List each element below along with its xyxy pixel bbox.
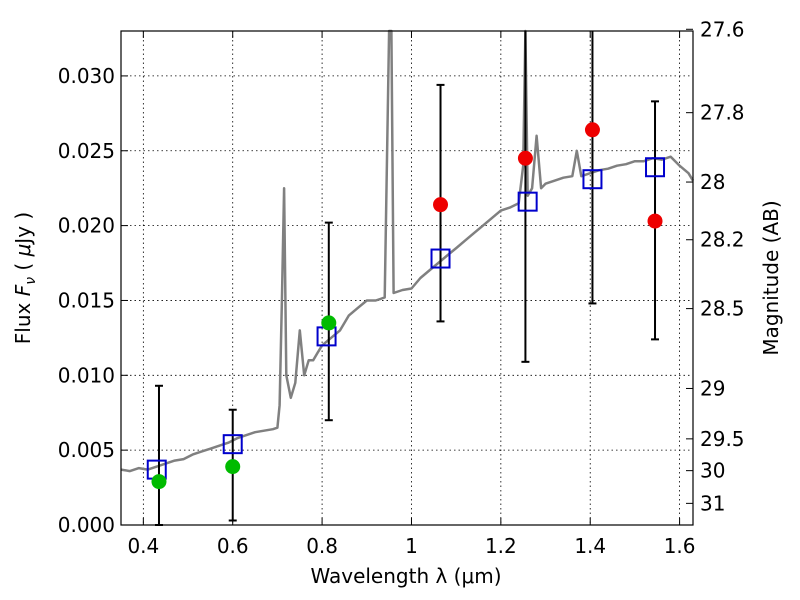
- model-spectrum-line: [120, 29, 695, 473]
- observed-limit-point: [433, 197, 449, 213]
- plot-frame: [120, 30, 694, 526]
- y-tick-label: 0.015: [58, 288, 115, 312]
- x-tick-label: 1.4: [574, 534, 606, 558]
- x-tick-label: 1.6: [664, 534, 696, 558]
- y-axis-label: Flux Fν ( μJy ): [11, 212, 39, 344]
- y-axis-label-pre: Flux: [11, 296, 35, 344]
- x-tick-label: 1: [405, 534, 418, 558]
- y-tick-label: 0.025: [58, 139, 115, 163]
- observed-detected-point: [151, 474, 167, 490]
- error-bars: [154, 31, 660, 526]
- magnitude-axis-label: Magnitude (AB): [759, 200, 783, 355]
- y-tick-label: 0.020: [58, 214, 115, 238]
- observed-limit-point: [584, 122, 600, 138]
- magnitude-tick-label: 28: [700, 170, 725, 194]
- magnitude-tick-label: 29.5: [700, 427, 745, 451]
- x-tick-label: 0.6: [217, 534, 249, 558]
- y-tick-label: 0.010: [58, 363, 115, 387]
- x-tick-label: 1.2: [485, 534, 517, 558]
- model-photometry-point: [645, 157, 666, 178]
- y-axis-label-post: Jy ): [11, 212, 35, 246]
- y-axis-label-sub: ν: [23, 277, 39, 285]
- y-tick-label: 0.030: [58, 64, 115, 88]
- x-tick-label: 0.4: [127, 534, 159, 558]
- axis-ticks: 0.4 0.6 0.8 1 1.2 1.4 1.6 0.000 0.005 0.010 0.015 0…: [58, 17, 745, 558]
- magnitude-tick-label: 27.8: [700, 101, 745, 125]
- magnitude-tick-label: 30: [700, 459, 725, 483]
- x-tick-label: 0.8: [306, 534, 338, 558]
- magnitude-tick-label: 29: [700, 376, 725, 400]
- model-spectrum: [120, 29, 695, 473]
- magnitude-tick-label: 28.2: [700, 228, 745, 252]
- model-photometry-point: [517, 191, 538, 212]
- magnitude-tick-label: 27.6: [700, 17, 745, 41]
- y-tick-label: 0.000: [58, 513, 115, 537]
- model-photometry-point: [222, 434, 243, 455]
- observed-detected-point: [321, 315, 337, 331]
- y-axis-label-symbol: F: [11, 284, 35, 296]
- observed-detected-point: [225, 459, 241, 475]
- observed-limit-point: [647, 213, 663, 229]
- magnitude-tick-label: 28.5: [700, 297, 745, 321]
- observed-limit-point: [517, 150, 533, 166]
- magnitude-tick-label: 31: [700, 491, 725, 515]
- y-tick-label: 0.005: [58, 438, 115, 462]
- y-axis-label-mid: (: [11, 256, 35, 277]
- x-axis-label: Wavelength λ (μm): [310, 564, 501, 588]
- model-photometry-point: [430, 248, 451, 269]
- model-photometry-point: [582, 169, 603, 190]
- y-axis-label-mu: μ: [11, 244, 35, 258]
- data-markers: [146, 122, 666, 490]
